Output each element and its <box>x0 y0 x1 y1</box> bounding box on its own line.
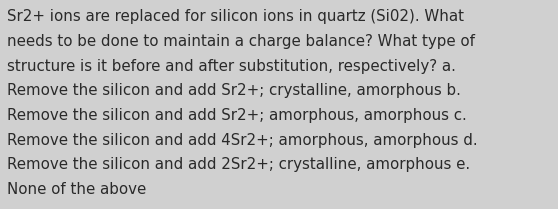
Text: Remove the silicon and add 4Sr2+; amorphous, amorphous d.: Remove the silicon and add 4Sr2+; amorph… <box>7 133 478 148</box>
Text: None of the above: None of the above <box>7 182 147 197</box>
Text: Remove the silicon and add 2Sr2+; crystalline, amorphous e.: Remove the silicon and add 2Sr2+; crysta… <box>7 157 470 172</box>
Text: structure is it before and after substitution, respectively? a.: structure is it before and after substit… <box>7 59 456 74</box>
Text: Remove the silicon and add Sr2+; crystalline, amorphous b.: Remove the silicon and add Sr2+; crystal… <box>7 83 461 98</box>
Text: Remove the silicon and add Sr2+; amorphous, amorphous c.: Remove the silicon and add Sr2+; amorpho… <box>7 108 467 123</box>
Text: Sr2+ ions are replaced for silicon ions in quartz (Si02). What: Sr2+ ions are replaced for silicon ions … <box>7 9 464 24</box>
Text: needs to be done to maintain a charge balance? What type of: needs to be done to maintain a charge ba… <box>7 34 475 49</box>
